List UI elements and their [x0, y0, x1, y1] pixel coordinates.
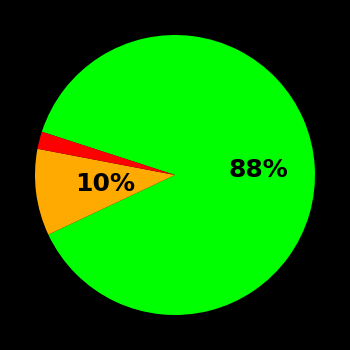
Wedge shape [35, 149, 175, 234]
Text: 88%: 88% [229, 158, 289, 182]
Text: 10%: 10% [76, 172, 135, 196]
Wedge shape [37, 132, 175, 175]
Wedge shape [42, 35, 315, 315]
